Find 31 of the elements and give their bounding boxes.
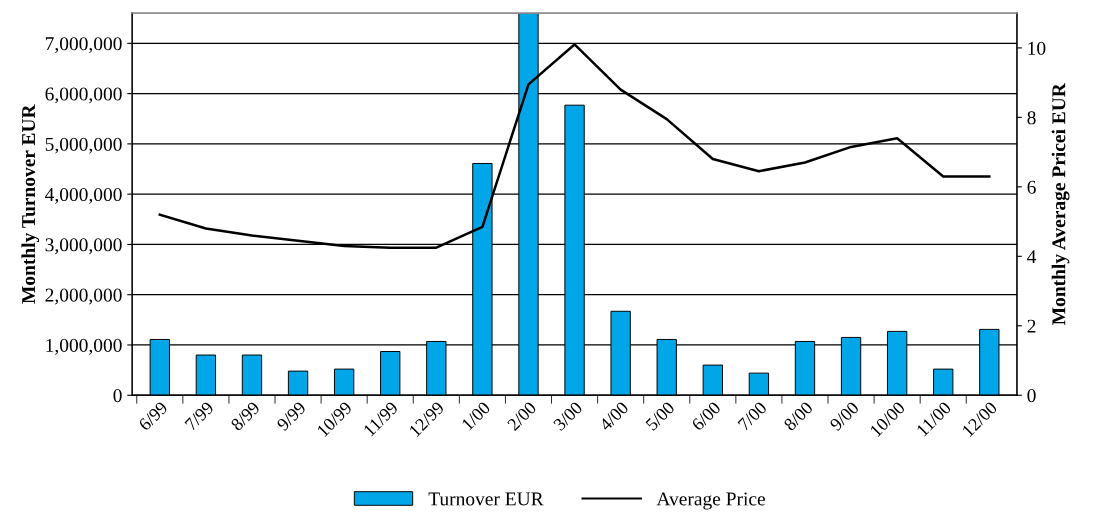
x-tick-label: 6/99 — [138, 401, 169, 432]
y-tick-label: 4,000,000 — [45, 187, 122, 204]
y-tick-label: 1,000,000 — [46, 338, 122, 355]
legend-label: Turnover EUR — [428, 492, 544, 506]
y-tick-label: 6,000,000 — [45, 87, 122, 104]
x-tick-label: 7/00 — [737, 400, 768, 431]
y2-axis-title: Monthly Average Pricei EUR — [1051, 82, 1070, 325]
y-tick-label: 5,000,000 — [45, 137, 122, 154]
y-tick-label: 0 — [113, 389, 122, 403]
x-tick-label: 7/99 — [184, 401, 215, 431]
y-tick-label: 3,000,000 — [45, 238, 122, 255]
x-tick-label: 8/00 — [783, 400, 814, 432]
y2-tick-label: 6 — [1027, 180, 1036, 194]
x-tick-label: 9/00 — [829, 400, 860, 432]
y2-tick-label: 8 — [1027, 111, 1036, 125]
y-tick-label: 7,000,000 — [45, 37, 122, 54]
legend-label: Average Price — [656, 492, 765, 510]
y2-tick-label: 2 — [1027, 319, 1036, 333]
x-tick-label: 4/00 — [598, 400, 630, 432]
y2-tick-label: 4 — [1027, 250, 1037, 264]
x-tick-label: 1/00 — [461, 400, 491, 431]
y-tick-label: 2,000,000 — [45, 288, 122, 305]
x-tick-label: 3/00 — [552, 400, 584, 432]
y2-tick-label: 10 — [1028, 41, 1046, 55]
y-axis-title: Monthly Turnover EUR — [21, 104, 40, 304]
x-tick-label: 5/00 — [645, 400, 676, 432]
x-tick-label: 6/00 — [691, 400, 722, 432]
x-tick-label: 9/99 — [276, 401, 307, 432]
y2-tick-label: 0 — [1027, 389, 1036, 403]
x-tick-label: 8/99 — [230, 401, 261, 432]
x-tick-label: 2/00 — [506, 400, 537, 432]
